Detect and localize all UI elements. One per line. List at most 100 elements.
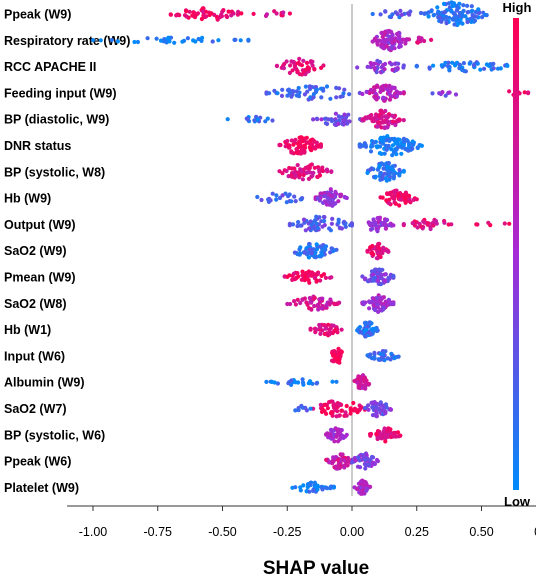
feature-label: Respiratory rate (W9) [4, 34, 130, 48]
shap-point [390, 12, 395, 17]
shap-point [374, 256, 379, 261]
shap-point [295, 163, 300, 168]
shap-point [381, 352, 386, 357]
feature-label: Albumin (W9) [4, 376, 85, 390]
shap-point [318, 86, 324, 91]
shap-point [335, 457, 340, 462]
shap-point [471, 63, 476, 68]
shap-point [383, 83, 389, 88]
colorbar: High Low [503, 0, 532, 509]
shap-point [285, 138, 290, 144]
shap-point [414, 63, 419, 68]
shap-point [341, 435, 346, 440]
shap-point [397, 173, 402, 178]
feature-label: SaO2 (W8) [4, 297, 67, 311]
shap-point [490, 62, 495, 67]
shap-point [415, 225, 420, 230]
feature-label: Ppeak (W6) [4, 455, 71, 469]
shap-point [322, 402, 327, 408]
shap-point [367, 299, 372, 305]
shap-point [327, 302, 332, 307]
shap-point [356, 376, 361, 381]
shap-point [363, 115, 368, 120]
shap-point [355, 409, 360, 414]
shap-point [337, 466, 342, 471]
shap-point [333, 201, 338, 206]
feature-label: Hb (W1) [4, 323, 51, 337]
shap-point [326, 117, 331, 122]
shap-point [322, 218, 327, 224]
shap-point [304, 300, 309, 305]
shap-point [334, 85, 339, 90]
shap-point [379, 357, 385, 362]
shap-point [452, 22, 457, 27]
shap-point [370, 143, 375, 148]
feature-label: Output (W9) [4, 218, 76, 232]
shap-point [305, 166, 311, 171]
shap-point [380, 195, 385, 200]
shap-point [309, 273, 314, 278]
shap-point [311, 487, 316, 492]
shap-point [335, 301, 340, 307]
x-tick-label: -0.75 [144, 525, 173, 539]
shap-point [396, 434, 401, 439]
shap-point [298, 485, 303, 490]
shap-point [182, 13, 188, 18]
shap-point [429, 37, 434, 43]
shap-point [302, 296, 307, 301]
shap-point [184, 9, 189, 14]
shap-point [330, 379, 335, 384]
shap-point [397, 197, 402, 202]
shap-point [365, 170, 370, 175]
shap-point [320, 487, 325, 492]
shap-point [191, 13, 196, 19]
shap-point [302, 150, 307, 155]
shap-point [454, 15, 459, 20]
shap-point [375, 296, 380, 301]
shap-point [327, 275, 333, 280]
shap-point [333, 327, 338, 332]
shap-point [358, 380, 363, 386]
shap-point [381, 245, 386, 250]
shap-point [379, 301, 384, 306]
shap-point [378, 136, 383, 142]
shap-point [158, 38, 164, 43]
shap-point [422, 220, 427, 225]
shap-point [329, 169, 334, 174]
shap-point [502, 221, 507, 226]
shap-point [380, 403, 385, 408]
shap-point [458, 17, 463, 22]
shap-point [312, 272, 317, 277]
shap-point [383, 226, 388, 231]
shap-point [431, 13, 436, 18]
shap-point [264, 12, 269, 17]
shap-point [451, 17, 456, 22]
shap-point [391, 149, 396, 155]
shap-point [383, 411, 388, 416]
shap-point [386, 223, 391, 228]
shap-point [272, 88, 277, 93]
shap-point [322, 215, 327, 220]
shap-point [382, 278, 388, 283]
shap-point [298, 245, 303, 250]
shap-point [373, 267, 378, 272]
shap-point [292, 299, 297, 304]
shap-point [277, 169, 282, 174]
shap-point [314, 221, 319, 226]
shap-point [281, 66, 286, 71]
shap-point [441, 1, 447, 6]
shap-point [449, 0, 454, 5]
shap-point [373, 94, 378, 99]
shap-point [363, 480, 368, 485]
shap-point [368, 149, 374, 154]
shap-point [296, 94, 302, 99]
shap-point [226, 9, 231, 14]
shap-point [389, 62, 394, 67]
shap-point [265, 116, 270, 121]
shap-point [427, 65, 432, 70]
shap-point [370, 11, 375, 17]
shap-point [394, 188, 399, 193]
shap-point [317, 167, 322, 173]
shap-point [311, 117, 316, 122]
